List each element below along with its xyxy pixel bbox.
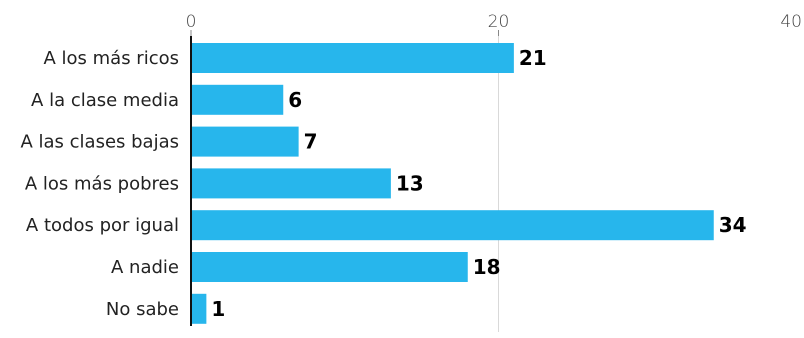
- bar: [191, 252, 468, 282]
- category-label: A la clase media: [31, 90, 179, 111]
- bar: [191, 84, 284, 115]
- category-label: No sabe: [106, 299, 179, 320]
- labels: 0 20 40 A los más ricos 21 A la clase media 6 A…: [20, 12, 802, 321]
- bar: [191, 168, 391, 199]
- x-tick-label: 40: [780, 12, 802, 32]
- gridlines: [190, 30, 499, 332]
- category-label: A nadie: [111, 257, 179, 278]
- bar: [191, 126, 299, 157]
- value-label: 13: [396, 171, 424, 195]
- category-label: A todos por igual: [26, 215, 179, 236]
- bars: [191, 43, 714, 324]
- value-label: 1: [211, 297, 225, 321]
- value-label: 6: [288, 88, 302, 112]
- value-label: 21: [519, 46, 547, 70]
- x-tick-label: 20: [488, 12, 510, 32]
- category-label: A las clases bajas: [20, 132, 179, 153]
- value-label: 7: [304, 130, 318, 154]
- bar: [191, 293, 207, 324]
- bar: [191, 210, 714, 241]
- category-label: A los más pobres: [25, 173, 179, 194]
- bar: [191, 43, 514, 73]
- x-tick-label: 0: [186, 12, 197, 32]
- value-label: 18: [473, 255, 501, 279]
- category-label: A los más ricos: [43, 48, 179, 69]
- value-label: 34: [719, 213, 747, 237]
